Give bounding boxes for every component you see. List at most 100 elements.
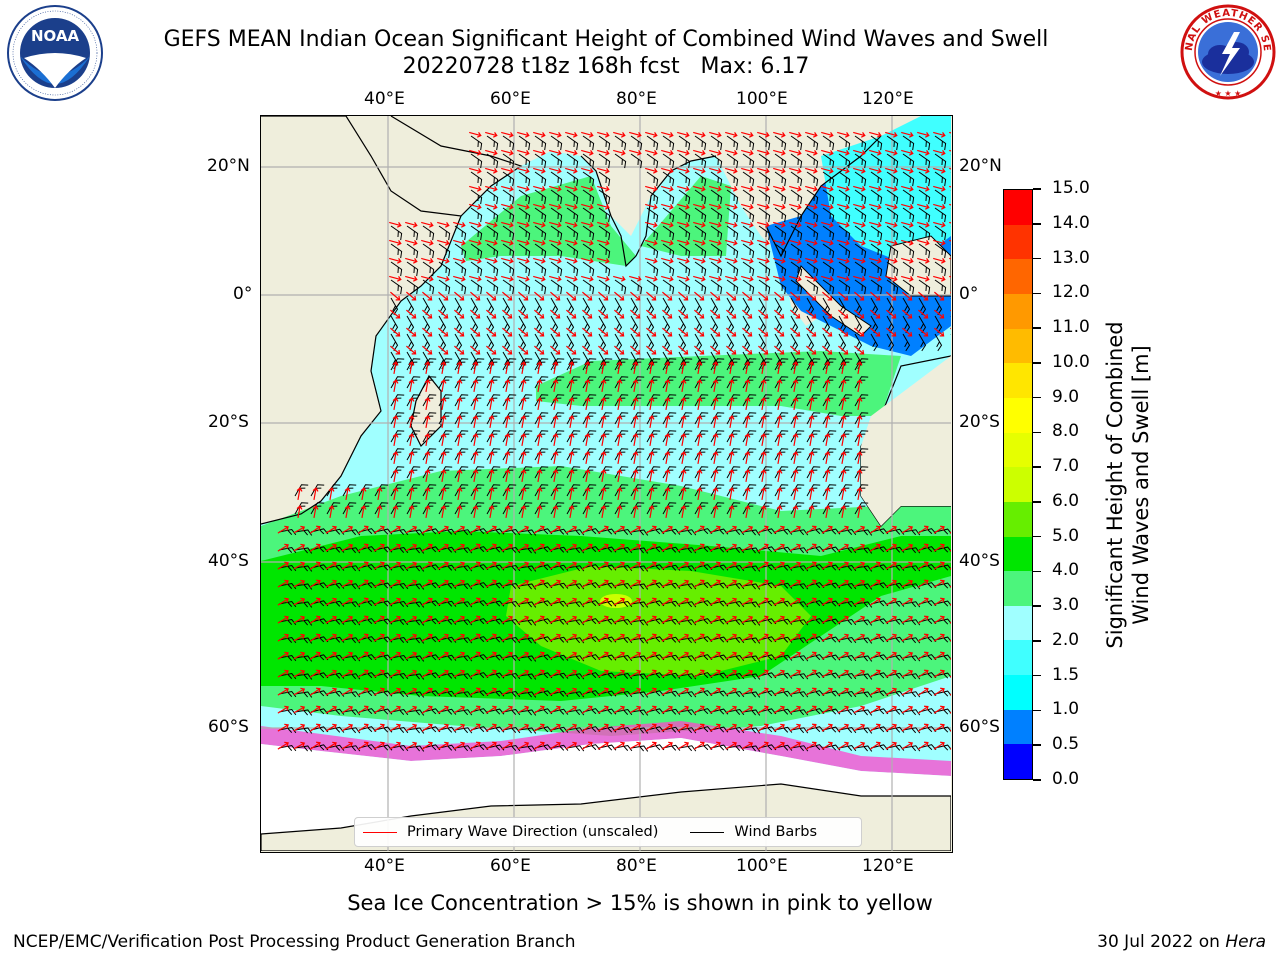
wave-arrow <box>376 505 383 519</box>
wave-arrow <box>518 309 529 319</box>
wave-arrow <box>869 579 881 588</box>
wave-arrow <box>405 579 418 588</box>
wave-arrow <box>728 379 735 393</box>
wave-arrow <box>757 185 770 192</box>
wave-arrow <box>392 469 399 483</box>
wave-arrow <box>789 597 802 606</box>
wave-height-map <box>261 116 952 852</box>
colorbar-segment <box>1004 675 1032 710</box>
wind-barb <box>822 261 835 277</box>
colorbar-tick <box>1033 570 1041 573</box>
wave-arrow <box>613 131 626 138</box>
map-legend: Primary Wave Direction (unscaled) Wind B… <box>354 817 862 847</box>
wave-arrow <box>501 203 514 210</box>
wave-arrow <box>488 433 495 447</box>
wave-arrow <box>616 469 623 483</box>
wind-barb <box>726 135 739 151</box>
wave-arrow <box>392 487 399 501</box>
wind-barb <box>758 189 771 205</box>
wave-arrow <box>885 525 897 534</box>
wind-barb <box>918 564 937 571</box>
wave-arrow <box>837 705 849 714</box>
wave-arrow <box>918 327 929 337</box>
wave-arrow <box>520 397 527 411</box>
wind-barb <box>678 333 687 352</box>
wave-arrow <box>773 651 785 660</box>
wave-arrow <box>584 487 591 501</box>
wave-arrow <box>536 505 543 519</box>
wave-arrow <box>488 361 495 375</box>
wave-arrow <box>565 275 578 282</box>
wave-arrow <box>437 221 450 228</box>
colorbar-segment <box>1004 605 1032 641</box>
wind-barb <box>646 279 659 295</box>
wave-arrow <box>693 239 706 246</box>
wind-barb <box>358 546 377 553</box>
wave-arrow <box>437 669 449 678</box>
wave-arrow <box>453 651 466 660</box>
wave-arrow <box>453 741 466 750</box>
wave-arrow <box>645 687 657 696</box>
wind-barb <box>870 207 883 223</box>
wave-arrow <box>421 705 433 714</box>
wave-arrow <box>472 361 479 375</box>
wave-arrow <box>728 469 735 483</box>
wave-arrow <box>917 131 930 138</box>
wave-arrow <box>917 579 929 588</box>
wave-arrow <box>773 633 785 642</box>
wind-barb <box>838 153 851 169</box>
wind-barb <box>470 153 483 169</box>
wave-arrow <box>517 543 530 552</box>
wave-arrow <box>597 579 609 588</box>
wave-arrow <box>776 397 783 411</box>
wave-arrow <box>597 705 609 714</box>
wave-arrow <box>840 433 847 447</box>
wave-arrow <box>869 185 882 192</box>
wave-arrow <box>821 275 834 282</box>
wave-arrow <box>792 469 799 483</box>
wave-arrow <box>421 633 433 642</box>
wave-arrow <box>886 327 897 337</box>
wave-arrow <box>822 291 833 301</box>
wind-barb <box>582 636 601 643</box>
wave-arrow <box>741 723 754 732</box>
legend-swatch-black-line <box>690 831 725 833</box>
wave-arrow <box>357 597 369 606</box>
wave-arrow <box>789 579 802 588</box>
wave-arrow <box>277 579 289 588</box>
colorbar-tick <box>1033 605 1041 607</box>
wind-barb <box>774 207 787 223</box>
wave-arrow <box>741 185 754 192</box>
wave-arrow <box>917 167 930 174</box>
wind-barb <box>358 564 377 571</box>
wave-arrow <box>488 505 495 519</box>
wind-barb <box>822 243 835 259</box>
wave-arrow <box>501 185 514 192</box>
wave-arrow <box>549 633 561 642</box>
wave-arrow <box>741 131 754 138</box>
wave-arrow <box>789 525 802 534</box>
wave-arrow <box>917 669 929 678</box>
wave-arrow <box>629 275 642 282</box>
wave-arrow <box>533 561 545 570</box>
lat-tick-left-20s: 20°S <box>208 412 249 432</box>
wind-barb <box>582 618 601 625</box>
wave-arrow <box>408 487 415 501</box>
wave-arrow <box>645 221 658 228</box>
wave-arrow <box>773 723 785 732</box>
wave-arrow <box>837 543 849 552</box>
wind-barb <box>694 261 707 277</box>
wave-arrow <box>613 741 625 750</box>
wave-arrow <box>504 415 511 429</box>
wave-arrow <box>470 309 481 319</box>
wave-arrow <box>550 327 561 337</box>
wave-arrow <box>517 597 530 606</box>
wave-arrow <box>485 239 498 246</box>
wind-barb <box>822 225 835 241</box>
wave-arrow <box>277 525 289 534</box>
wave-arrow <box>741 669 754 678</box>
wave-arrow <box>853 579 866 588</box>
wave-arrow <box>616 361 623 375</box>
wind-barb <box>630 315 639 334</box>
legend-item-wind-barbs: Wind Barbs <box>682 824 817 840</box>
